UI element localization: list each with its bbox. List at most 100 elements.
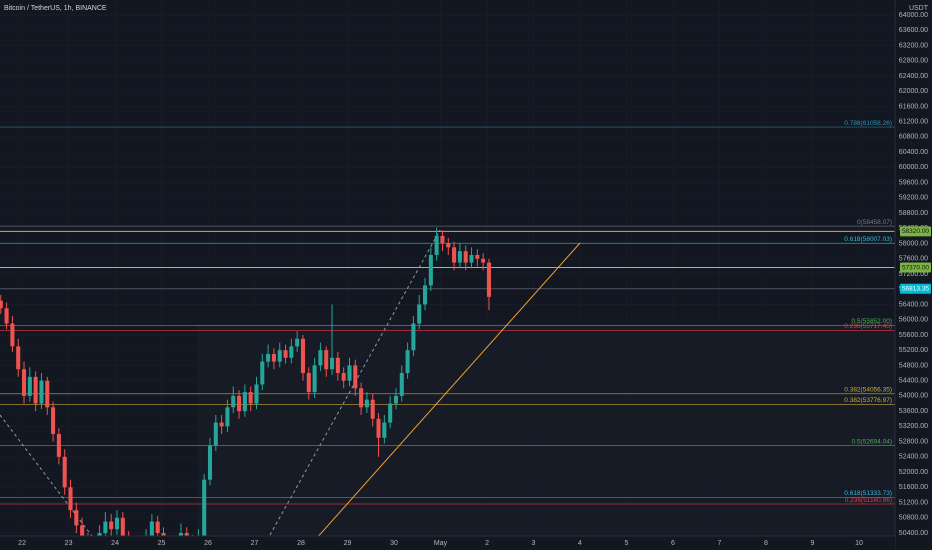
x-tick-label: 4 xyxy=(578,540,582,547)
candle-body xyxy=(39,380,44,404)
fib-label: 0.236(51160.86) xyxy=(845,497,892,504)
y-tick-label: 60000.00 xyxy=(899,164,928,171)
candle-body xyxy=(452,247,457,263)
candle-body xyxy=(266,353,271,362)
x-tick-label: 5 xyxy=(625,540,629,547)
candle-body xyxy=(312,365,317,393)
x-tick-label: 28 xyxy=(297,540,305,547)
candle-body xyxy=(376,418,381,438)
y-tick-label: 58000.00 xyxy=(899,240,928,247)
y-tick-label: 63200.00 xyxy=(899,42,928,49)
y-tick-label: 51200.00 xyxy=(899,499,928,506)
price-badge xyxy=(900,283,931,294)
candle-body xyxy=(324,350,329,370)
dashed-trend xyxy=(0,414,93,536)
candle-body xyxy=(330,357,335,370)
candle-body xyxy=(103,521,108,534)
fib-label: 0.5(55852.00) xyxy=(852,318,892,325)
candle-body xyxy=(207,445,213,480)
candle-body xyxy=(434,235,439,255)
candle-body xyxy=(74,510,79,526)
y-tick-label: 51600.00 xyxy=(899,484,928,491)
price-axis xyxy=(895,0,932,550)
candle-body xyxy=(80,525,85,536)
candle-body xyxy=(237,395,242,412)
y-tick-label: 56000.00 xyxy=(899,317,928,324)
y-tick-label: 60400.00 xyxy=(899,149,928,156)
y-tick-label: 55200.00 xyxy=(899,347,928,354)
y-tick-label: 59600.00 xyxy=(899,179,928,186)
trend-line xyxy=(317,242,581,536)
fib-label: 0.382(54056.35) xyxy=(844,386,892,393)
y-tick-label: 58800.00 xyxy=(899,210,928,217)
price-badge xyxy=(900,262,931,273)
y-tick-label: 57600.00 xyxy=(899,256,928,263)
candle-body xyxy=(56,433,61,457)
x-tick-label: 23 xyxy=(65,540,73,547)
y-tick-label: 57200.00 xyxy=(899,271,928,278)
fib-label: 0.618(51333.73) xyxy=(844,490,892,497)
fib-label: 0(58458.07) xyxy=(857,219,892,226)
candle-body xyxy=(422,285,428,305)
fib-label: 0.382(53776.97) xyxy=(844,397,892,404)
candle-body xyxy=(33,376,38,404)
y-tick-label: 56400.00 xyxy=(899,301,928,308)
candle-body xyxy=(0,300,3,309)
price-badge-label: 57370.00 xyxy=(902,264,929,271)
y-tick-label: 52000.00 xyxy=(899,469,928,476)
x-tick-label: May xyxy=(434,540,448,547)
candle-body xyxy=(120,517,125,536)
axes: 50400.00 50800.00 51200.00 51600.00 52000.00… xyxy=(18,12,931,547)
y-tick-label: 61200.00 xyxy=(899,118,928,125)
candle-body xyxy=(51,407,56,434)
candle-body xyxy=(347,365,352,381)
candle-body xyxy=(417,304,422,324)
candle-body xyxy=(306,373,311,393)
x-tick-label: 24 xyxy=(111,540,119,547)
chart-title: Bitcoin / TetherUS, 1h, BINANCE xyxy=(4,5,107,12)
candle-body xyxy=(97,533,102,536)
y-tick-label: 55600.00 xyxy=(899,332,928,339)
candle-body xyxy=(178,533,183,536)
levels: 0.786(61058.26) 0(58458.07) 0.618(58007.03… xyxy=(0,120,895,505)
x-tick-label: 26 xyxy=(204,540,212,547)
x-tick-label: 25 xyxy=(158,540,166,547)
candle-body xyxy=(45,380,50,408)
time-axis xyxy=(0,536,895,550)
x-tick-label: 30 xyxy=(390,540,398,547)
candle-body xyxy=(242,392,247,412)
fib-zone xyxy=(197,324,895,536)
candle-body xyxy=(161,533,166,536)
x-tick-label: 10 xyxy=(855,540,863,547)
candle-body xyxy=(109,521,114,530)
y-tick-label: 52400.00 xyxy=(899,454,928,461)
y-tick-label: 54800.00 xyxy=(899,362,928,369)
x-tick-label: 29 xyxy=(344,540,352,547)
y-tick-label: 59200.00 xyxy=(899,195,928,202)
candle-body xyxy=(219,422,224,427)
y-tick-label: 53600.00 xyxy=(899,408,928,415)
x-tick-label: 7 xyxy=(718,540,722,547)
candle-body xyxy=(21,369,27,396)
price-badge-label: 58320.00 xyxy=(902,228,929,235)
candle-body xyxy=(283,350,288,358)
y-axis-label: USDT xyxy=(909,5,929,12)
candles xyxy=(0,227,491,536)
y-tick-label: 63600.00 xyxy=(899,27,928,34)
candle-body xyxy=(486,262,491,297)
fib-label: 0.5(52694.04) xyxy=(852,438,892,445)
candle-body xyxy=(469,254,474,263)
candle-body xyxy=(446,243,451,248)
candle-body xyxy=(4,308,9,324)
candle-body xyxy=(155,521,160,534)
x-tick-label: 9 xyxy=(811,540,815,547)
candle-body xyxy=(295,338,300,347)
candle-body xyxy=(428,254,433,286)
candle-body xyxy=(16,346,21,370)
y-tick-label: 62400.00 xyxy=(899,73,928,80)
fib-label: 0.618(58007.03) xyxy=(844,236,892,243)
candle-body xyxy=(382,422,387,438)
candle-body xyxy=(318,350,323,366)
candle-body xyxy=(225,407,230,427)
y-tick-label: 60800.00 xyxy=(899,134,928,141)
